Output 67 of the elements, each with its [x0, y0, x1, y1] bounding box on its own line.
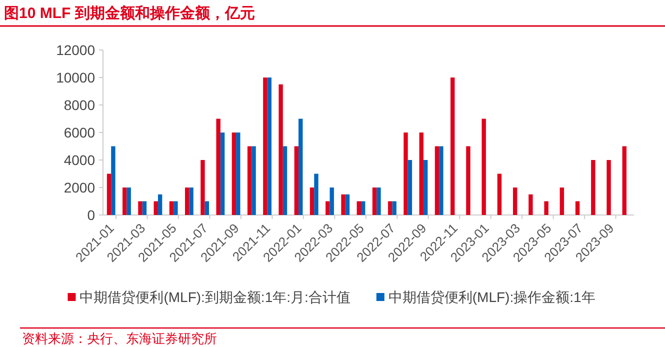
bar	[169, 201, 174, 215]
bar	[450, 78, 455, 215]
bar	[220, 132, 225, 215]
bar	[106, 174, 112, 215]
text: 资料来源：央行、东海证券研究所	[22, 331, 217, 346]
bar	[326, 201, 330, 215]
bar	[158, 194, 162, 215]
bar	[330, 188, 334, 215]
bar	[282, 146, 288, 215]
y-tick-label: 2000	[64, 180, 96, 196]
bar	[204, 201, 210, 215]
bar	[298, 118, 303, 215]
bar	[236, 132, 240, 215]
bar	[122, 188, 127, 215]
bar	[189, 188, 194, 215]
bar	[528, 194, 533, 215]
y-tick-label: 6000	[64, 124, 96, 140]
chart-title: 图10 MLF 到期金额和操作金额，亿元	[4, 4, 255, 22]
bar	[466, 146, 470, 215]
bar	[278, 84, 283, 215]
y-tick-label: 12000	[56, 42, 96, 58]
bar	[184, 188, 190, 215]
bar	[200, 160, 205, 215]
y-tick-label: 0	[87, 207, 96, 223]
bar	[310, 188, 314, 215]
bar	[560, 188, 564, 215]
bar	[174, 201, 178, 215]
bar	[142, 201, 147, 215]
bar	[232, 132, 236, 215]
bar	[294, 146, 299, 215]
bar	[575, 201, 580, 215]
bar	[591, 160, 596, 215]
bar	[216, 118, 220, 215]
bar	[423, 160, 428, 215]
bar	[345, 194, 350, 215]
legend-label: 中期借贷便利(MLF):操作金额:1年	[388, 289, 596, 305]
bar	[356, 201, 361, 215]
bar	[154, 201, 158, 215]
bar	[314, 174, 318, 215]
bar	[360, 201, 366, 215]
bar	[263, 78, 268, 215]
y-tick-label: 10000	[56, 70, 96, 86]
bar	[247, 146, 252, 215]
bar	[434, 146, 440, 215]
bar	[482, 118, 486, 215]
bar	[606, 160, 611, 215]
legend-label: 中期借贷便利(MLF):到期金额:1年:月:合计值	[80, 289, 350, 305]
bar	[376, 188, 381, 215]
bar	[388, 201, 392, 215]
bar	[126, 188, 131, 215]
bar	[622, 146, 626, 215]
bar	[512, 188, 518, 215]
bar	[392, 201, 396, 215]
bar	[252, 146, 256, 215]
y-tick-label: 8000	[64, 97, 96, 113]
bar	[497, 174, 502, 215]
bar	[267, 78, 272, 215]
bar	[111, 146, 116, 215]
bar	[439, 146, 444, 215]
bar	[404, 132, 408, 215]
bar	[544, 201, 548, 215]
bar	[138, 201, 142, 215]
bar	[419, 132, 424, 215]
bar	[372, 188, 377, 215]
bar	[341, 194, 346, 215]
bar	[408, 160, 412, 215]
y-tick-label: 4000	[64, 152, 96, 168]
